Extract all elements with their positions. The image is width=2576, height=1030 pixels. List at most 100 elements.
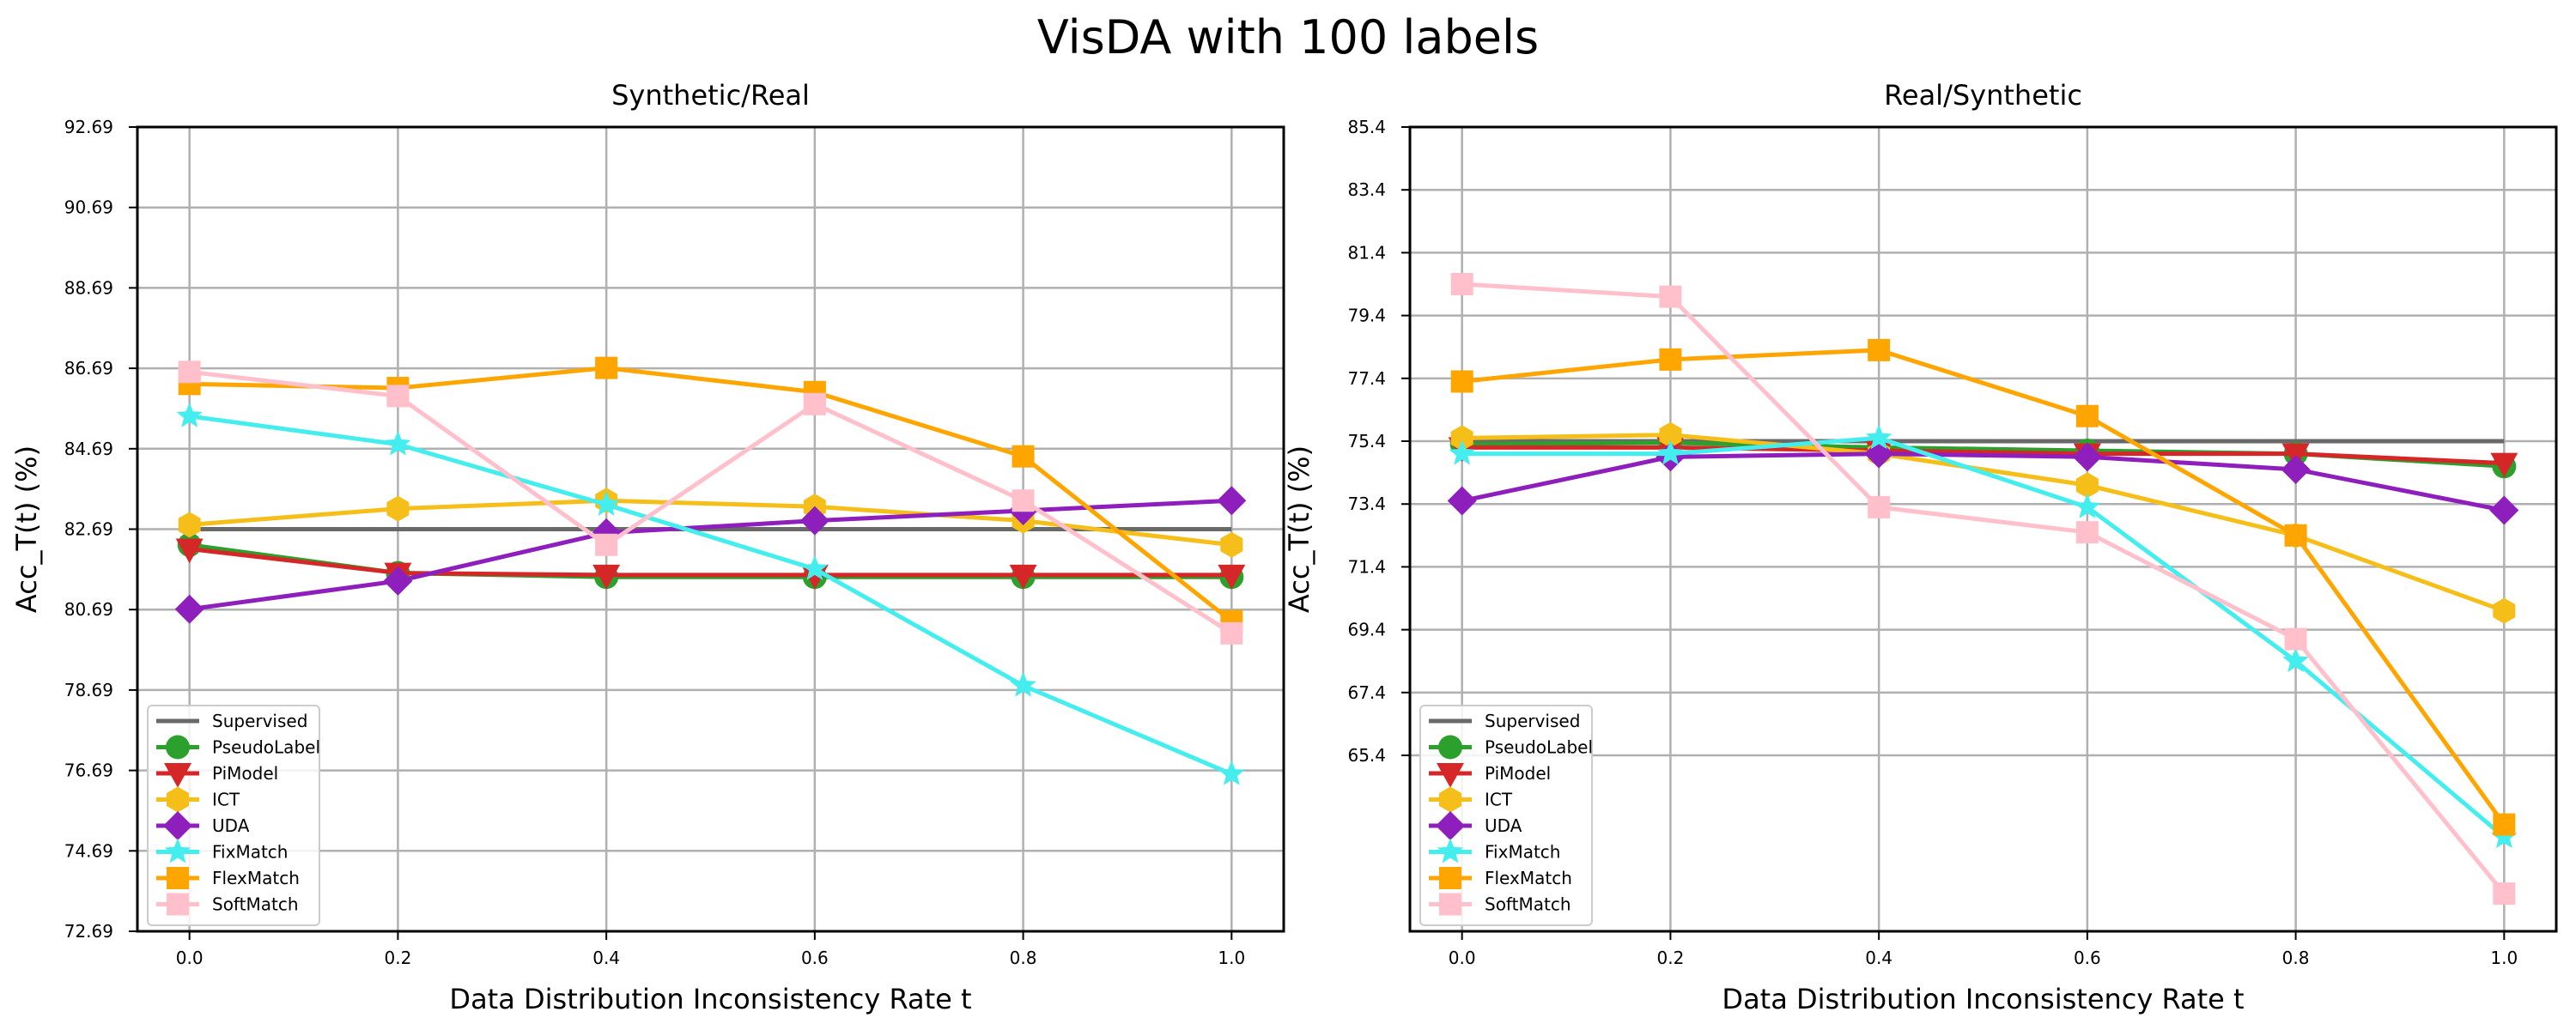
series-line — [1461, 433, 2506, 614]
data-point — [386, 495, 410, 522]
data-point — [1659, 348, 1682, 371]
x-axis-label: Data Distribution Inconsistency Rate t — [1722, 983, 2244, 1015]
x-tick-label: 0.0 — [1449, 948, 1476, 968]
y-tick-label: 92.69 — [64, 117, 113, 137]
legend-label: UDA — [1485, 815, 1522, 836]
data-point — [1868, 338, 1891, 361]
legend-label: FixMatch — [1485, 842, 1560, 863]
chart-title: Synthetic/Real — [611, 79, 810, 112]
data-point — [386, 385, 410, 408]
series-fixmatch — [1449, 424, 2518, 849]
legend-item: Supervised — [156, 711, 307, 731]
x-tick-label: 0.6 — [801, 948, 829, 968]
y-tick-label: 90.69 — [64, 197, 113, 218]
y-axis-label: Acc_T(t) (%) — [10, 445, 43, 613]
legend-item: PseudoLabel — [156, 735, 320, 760]
data-point — [595, 356, 618, 379]
series-flexmatch — [1450, 338, 2516, 836]
chart-title: Real/Synthetic — [1884, 79, 2082, 112]
y-axis-label: Acc_T(t) (%) — [1283, 445, 1315, 613]
x-tick-label: 0.4 — [592, 948, 620, 968]
legend-label: FixMatch — [212, 842, 288, 863]
data-point — [1012, 489, 1035, 512]
x-tick-label: 0.4 — [1865, 948, 1893, 968]
data-point — [1447, 486, 1477, 516]
y-tick-label: 73.4 — [1347, 494, 1386, 514]
legend-label: Supervised — [212, 711, 307, 731]
data-point — [1010, 671, 1036, 697]
legend-box — [1419, 705, 1593, 926]
data-point — [1220, 531, 1243, 558]
data-point — [2284, 524, 2307, 547]
legend-marker — [1439, 786, 1461, 813]
y-tick-label: 85.4 — [1347, 117, 1386, 137]
data-point — [2281, 454, 2311, 484]
data-point — [1218, 564, 1246, 590]
data-point — [2284, 627, 2307, 651]
legend-item: PseudoLabel — [1429, 735, 1593, 760]
data-point — [2493, 882, 2516, 906]
legend-label: PiModel — [1485, 763, 1551, 784]
legend-item: PiModel — [156, 763, 278, 788]
y-tick-label: 78.69 — [64, 680, 113, 700]
data-point — [799, 506, 829, 536]
data-point — [1659, 421, 1682, 448]
data-point — [2075, 404, 2099, 427]
data-point — [1868, 495, 1891, 518]
legend-marker — [1436, 811, 1465, 840]
legend-label: UDA — [212, 815, 250, 836]
legend-label: SoftMatch — [212, 894, 299, 915]
data-point — [801, 554, 829, 580]
data-point — [1657, 439, 1684, 465]
data-point — [2074, 493, 2101, 518]
legend-label: FlexMatch — [212, 868, 300, 888]
series-softmatch — [1450, 273, 2516, 906]
legend: Supervised PseudoLabel PiModel ICT UDA FixMat… — [147, 705, 320, 926]
data-point — [2282, 647, 2309, 673]
data-point — [385, 430, 411, 456]
y-tick-label: 80.69 — [64, 599, 113, 620]
x-tick-label: 0.2 — [385, 948, 412, 968]
data-point — [2493, 597, 2516, 624]
chart-panel-synthetic-real: 0.0 0.2 0.4 0.6 0.8 1.0 72.69 74.69 76.69 78.69 80… — [10, 79, 1285, 1015]
y-tick-label: 84.69 — [64, 439, 113, 459]
legend-item: Supervised — [1429, 711, 1580, 731]
legend-item: FlexMatch — [1429, 867, 1572, 889]
data-point — [2075, 521, 2099, 544]
x-axis-label: Data Distribution Inconsistency Rate t — [449, 983, 971, 1015]
legend-marker — [1437, 838, 1464, 863]
legend-item: FixMatch — [1429, 838, 1560, 863]
data-point — [174, 594, 204, 624]
legend-item: UDA — [1429, 811, 1522, 840]
data-point — [2072, 442, 2102, 472]
data-point — [2490, 452, 2518, 478]
x-tick-label: 1.0 — [1218, 948, 1245, 968]
legend-item: PiModel — [1429, 763, 1551, 788]
legend-item: ICT — [156, 786, 240, 813]
series-line — [189, 498, 1232, 612]
series-line — [1461, 445, 2505, 466]
data-point — [2491, 823, 2518, 849]
legend-label: Supervised — [1485, 711, 1580, 731]
legend-label: ICT — [1485, 790, 1513, 810]
data-point — [1009, 564, 1037, 590]
y-tick-label: 83.4 — [1347, 179, 1386, 200]
y-tick-label: 71.4 — [1347, 556, 1386, 577]
legend-item: FixMatch — [156, 838, 288, 863]
series-fixmatch — [176, 402, 1245, 785]
x-tick-label: 0.0 — [176, 948, 204, 968]
series-line — [1461, 435, 2506, 839]
data-point — [2493, 813, 2516, 836]
data-point — [803, 392, 826, 415]
y-tick-label: 74.69 — [64, 840, 113, 861]
data-point — [176, 402, 203, 427]
data-point — [1449, 439, 1475, 465]
legend-marker — [1439, 867, 1461, 889]
y-tick-label: 82.69 — [64, 519, 113, 540]
data-point — [178, 360, 201, 384]
series-line — [189, 369, 1233, 635]
y-tick-label: 81.4 — [1347, 242, 1386, 263]
legend-marker — [1437, 763, 1464, 788]
legend-item: FlexMatch — [156, 867, 300, 889]
